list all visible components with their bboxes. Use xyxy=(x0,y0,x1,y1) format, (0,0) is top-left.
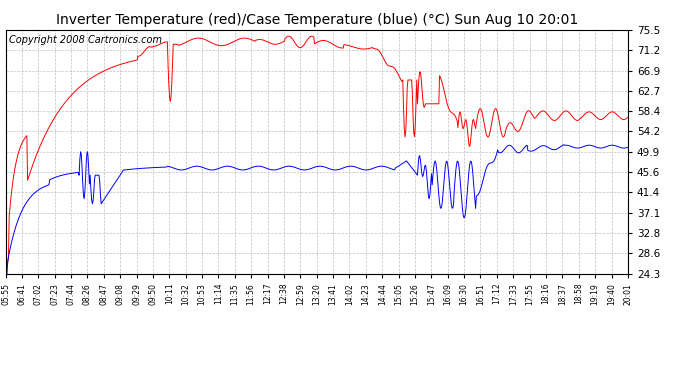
Title: Inverter Temperature (red)/Case Temperature (blue) (°C) Sun Aug 10 20:01: Inverter Temperature (red)/Case Temperat… xyxy=(56,13,578,27)
Text: Copyright 2008 Cartronics.com: Copyright 2008 Cartronics.com xyxy=(9,35,161,45)
